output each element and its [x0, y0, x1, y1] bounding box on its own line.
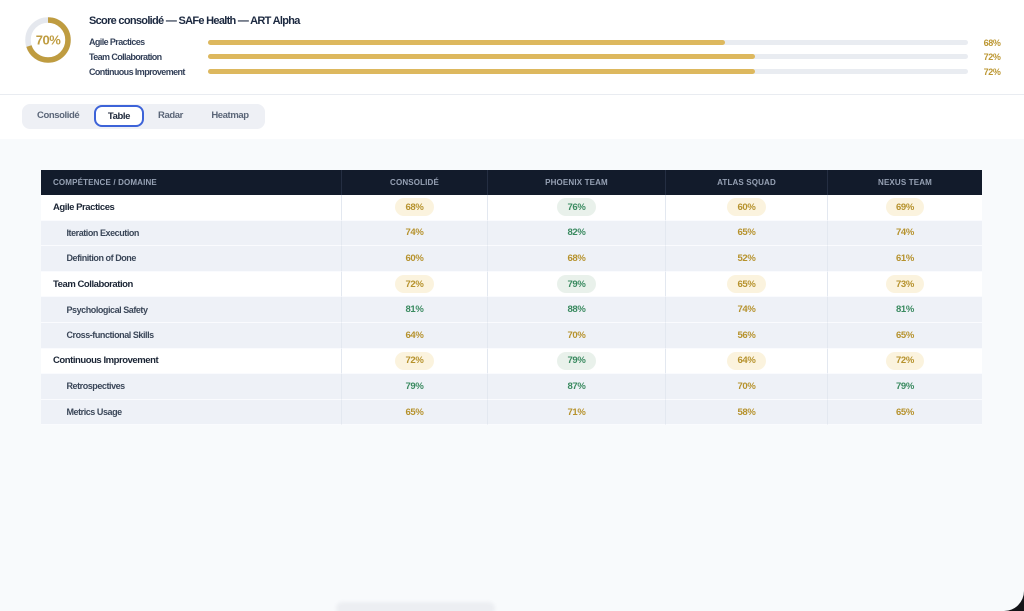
svg-text:70%: 70% [36, 33, 61, 48]
